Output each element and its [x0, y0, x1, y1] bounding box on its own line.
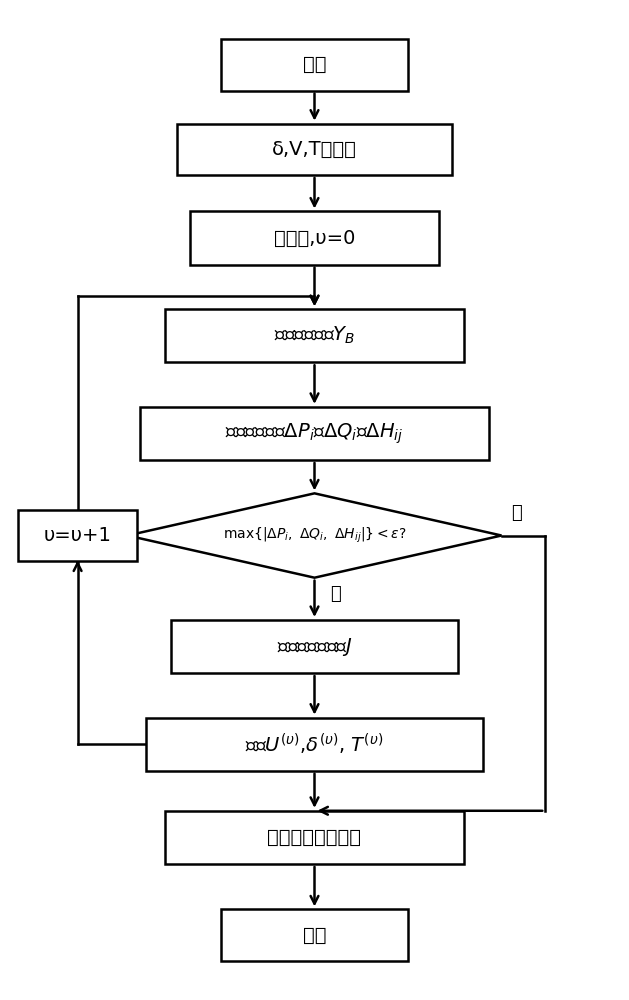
Text: 进行线路损耗计算: 进行线路损耗计算: [267, 828, 362, 847]
FancyBboxPatch shape: [140, 407, 489, 460]
Text: 修正$U^{(\upsilon)}$,$\delta^{(\upsilon)}$, $T^{(\upsilon)}$: 修正$U^{(\upsilon)}$,$\delta^{(\upsilon)}$…: [245, 732, 384, 757]
Text: max$\{|\Delta P_i,\ \Delta Q_i,\ \Delta H_{ij}|\}<\varepsilon$?: max$\{|\Delta P_i,\ \Delta Q_i,\ \Delta …: [223, 526, 406, 545]
Text: 是: 是: [511, 504, 521, 522]
Text: 开始: 开始: [303, 55, 326, 74]
Text: υ=υ+1: υ=υ+1: [43, 526, 111, 545]
FancyBboxPatch shape: [165, 309, 464, 362]
Text: 修正导纳矩阵$Y_B$: 修正导纳矩阵$Y_B$: [274, 325, 355, 346]
FancyBboxPatch shape: [171, 620, 458, 673]
Text: 设初値,υ=0: 设初値,υ=0: [274, 229, 355, 248]
FancyBboxPatch shape: [165, 811, 464, 864]
FancyBboxPatch shape: [221, 39, 408, 91]
Text: 形成雅可比矩阵$J$: 形成雅可比矩阵$J$: [277, 636, 352, 658]
FancyBboxPatch shape: [177, 124, 452, 175]
Text: 结束: 结束: [303, 926, 326, 945]
Polygon shape: [128, 493, 501, 578]
FancyBboxPatch shape: [190, 211, 439, 265]
FancyBboxPatch shape: [18, 510, 137, 561]
FancyBboxPatch shape: [221, 909, 408, 961]
Text: δ,V,T初始化: δ,V,T初始化: [272, 140, 357, 159]
Text: 否: 否: [330, 585, 341, 603]
Text: 计算修正矩阵$\Delta P_i$、$\Delta Q_i$、$\Delta H_{ij}$: 计算修正矩阵$\Delta P_i$、$\Delta Q_i$、$\Delta …: [225, 421, 404, 446]
FancyBboxPatch shape: [146, 718, 483, 771]
